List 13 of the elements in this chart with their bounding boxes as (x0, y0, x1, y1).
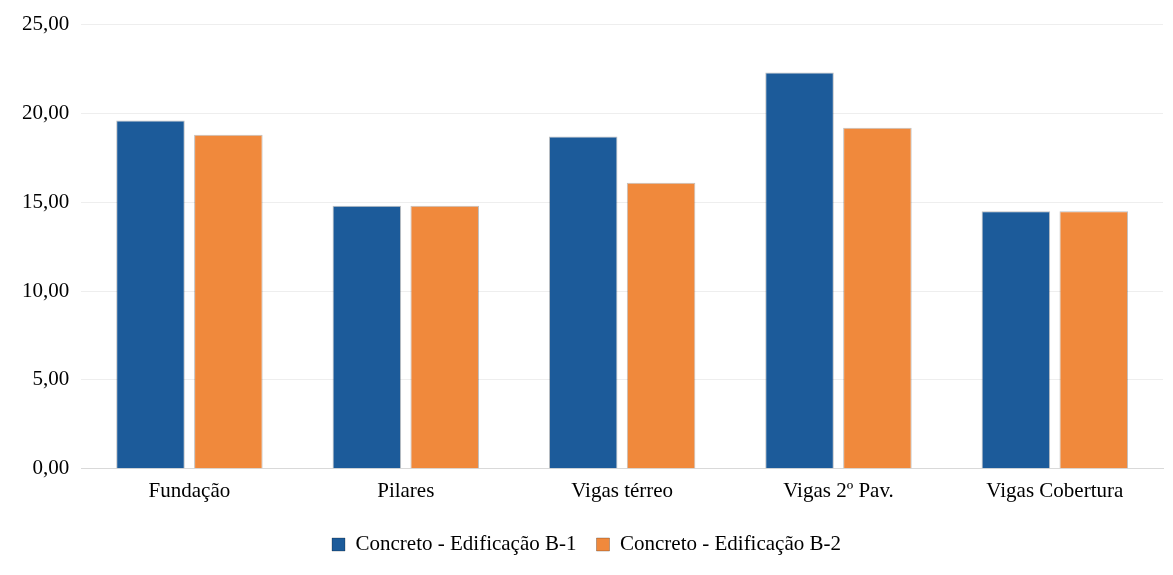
x-tick-label: Vigas térreo (571, 477, 674, 502)
x-tick-label: Vigas 2º Pav. (783, 477, 894, 502)
y-tick-label: 25,00 (22, 11, 70, 36)
y-tick-label: 20,00 (22, 99, 70, 124)
legend-label: Concreto - Edificação B-1 (355, 531, 577, 556)
x-tick-label: Fundação (148, 477, 231, 502)
y-tick-label: 10,00 (22, 277, 70, 302)
y-tick-label: 0,00 (32, 455, 70, 480)
x-tick-label: Pilares (377, 477, 435, 502)
legend-label: Concreto - Edificação B-2 (620, 531, 841, 556)
y-tick-label: 5,00 (32, 366, 70, 391)
x-tick-label: Vigas Cobertura (986, 477, 1124, 502)
y-tick-label: 15,00 (22, 188, 70, 213)
